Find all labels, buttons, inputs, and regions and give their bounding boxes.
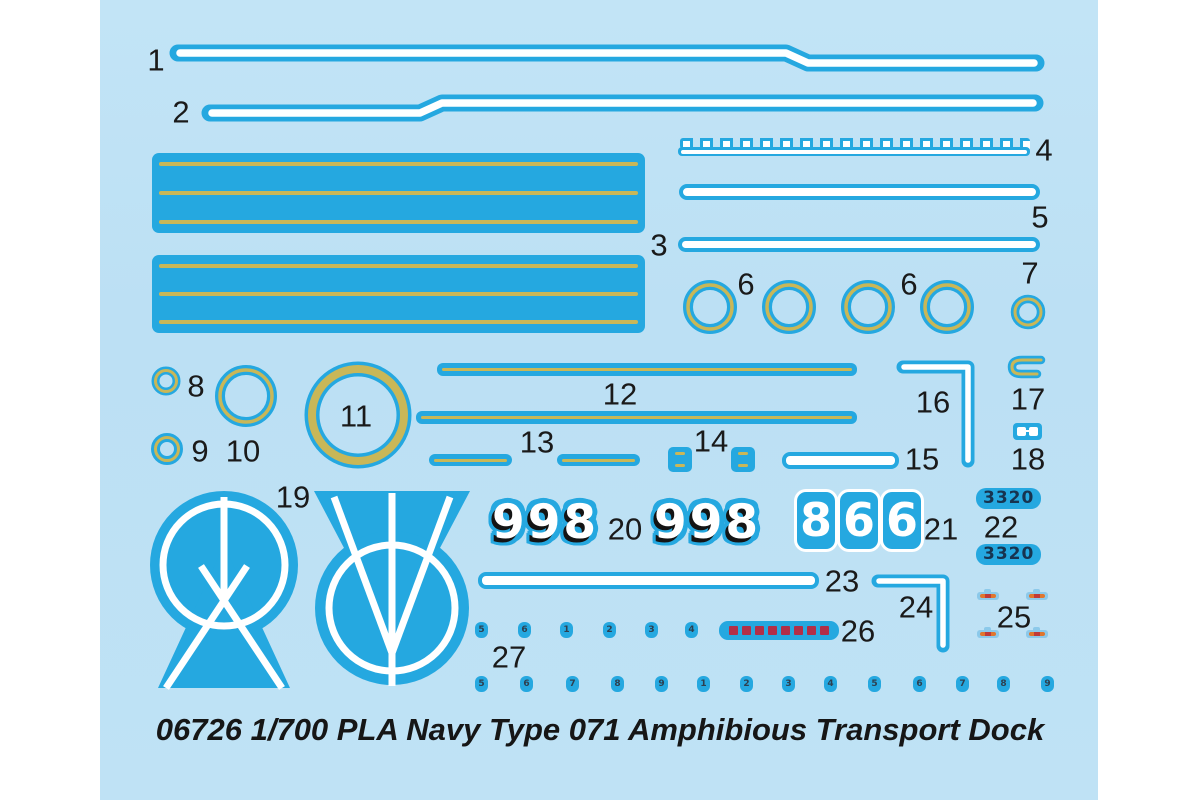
part-label-6a: 6 bbox=[737, 266, 755, 302]
ship-silhouette-decal bbox=[1026, 589, 1048, 600]
ship-silhouette-decal bbox=[977, 627, 999, 638]
part-label-20: 20 bbox=[607, 511, 643, 547]
hull-number-866: 8 6 6 bbox=[797, 492, 921, 549]
decal-bar-5b bbox=[678, 237, 1040, 252]
hull-number-998-right: 998 bbox=[654, 495, 762, 550]
signal-flag-decal: 1 bbox=[697, 676, 710, 692]
part-label-27: 27 bbox=[491, 639, 527, 675]
part-label-26: 26 bbox=[840, 613, 876, 649]
hull-digit: 6 bbox=[840, 492, 878, 549]
sheet-caption: 06726 1/700 PLA Navy Type 071 Amphibious… bbox=[155, 712, 1045, 747]
part-label-21: 21 bbox=[923, 511, 959, 547]
decal-bar-15 bbox=[782, 452, 899, 469]
signal-flag-decal: 1 bbox=[560, 622, 573, 638]
part-label-11: 11 bbox=[339, 398, 373, 434]
decal-square-14b bbox=[731, 447, 755, 472]
part-label-5: 5 bbox=[1031, 199, 1049, 235]
part-label-25: 25 bbox=[996, 599, 1032, 635]
part-label-12: 12 bbox=[602, 376, 638, 412]
part-label-17: 17 bbox=[1010, 381, 1046, 417]
signal-flag-decal: 3 bbox=[782, 676, 795, 692]
signal-flag-decal: 4 bbox=[824, 676, 837, 692]
part-label-1: 1 bbox=[147, 42, 165, 78]
signal-flag-decal: 7 bbox=[566, 676, 579, 692]
signal-flag-decal: 6 bbox=[520, 676, 533, 692]
part-label-8: 8 bbox=[187, 368, 205, 404]
decal-bar-23 bbox=[478, 572, 819, 589]
decal-flag-strip-26 bbox=[719, 621, 839, 640]
hull-number-998-left: 998 bbox=[492, 495, 600, 550]
hull-digit: 8 bbox=[797, 492, 835, 549]
part-label-23: 23 bbox=[824, 563, 860, 599]
signal-flag-decal: 6 bbox=[913, 676, 926, 692]
hull-digit: 6 bbox=[883, 492, 921, 549]
part-label-19: 19 bbox=[275, 479, 311, 515]
part-label-18: 18 bbox=[1010, 441, 1046, 477]
part-label-9: 9 bbox=[191, 433, 209, 469]
signal-flag-decal: 5 bbox=[475, 622, 488, 638]
signal-flag-decal: 2 bbox=[740, 676, 753, 692]
part-label-22: 22 bbox=[983, 509, 1019, 545]
signal-flag-decal: 8 bbox=[611, 676, 624, 692]
pennant-number-bottom: 3320 bbox=[976, 544, 1042, 565]
signal-flag-decal: 5 bbox=[868, 676, 881, 692]
decal-panel-3a bbox=[152, 153, 645, 233]
part-label-24: 24 bbox=[898, 589, 934, 625]
part-label-10: 10 bbox=[225, 433, 261, 469]
ship-silhouette-decal bbox=[977, 589, 999, 600]
part-label-2: 2 bbox=[172, 94, 190, 130]
part-label-3: 3 bbox=[650, 227, 668, 263]
pennant-number-top: 3320 bbox=[976, 488, 1042, 509]
decal-stripe-12a bbox=[437, 363, 857, 376]
decal-bar-13b bbox=[557, 454, 640, 466]
signal-flag-decal: 9 bbox=[655, 676, 668, 692]
part-label-15: 15 bbox=[904, 441, 940, 477]
part-label-7: 7 bbox=[1021, 255, 1039, 291]
signal-flag-decal: 6 bbox=[518, 622, 531, 638]
part-label-6b: 6 bbox=[900, 266, 918, 302]
decal-hatch-18 bbox=[1013, 423, 1042, 440]
decal-castellated-strip-4 bbox=[678, 138, 1030, 156]
decal-square-14a bbox=[668, 447, 692, 472]
signal-flag-decal: 8 bbox=[997, 676, 1010, 692]
signal-flag-decal: 9 bbox=[1041, 676, 1054, 692]
signal-flag-decal: 2 bbox=[603, 622, 616, 638]
ship-silhouette-decal bbox=[1026, 627, 1048, 638]
part-label-14: 14 bbox=[693, 423, 729, 459]
part-label-16: 16 bbox=[915, 384, 951, 420]
decal-bar-13a bbox=[429, 454, 512, 466]
decal-stripe-12b bbox=[416, 411, 857, 424]
signal-flag-decal: 3 bbox=[645, 622, 658, 638]
signal-flag-decal: 7 bbox=[956, 676, 969, 692]
part-label-13: 13 bbox=[519, 424, 555, 460]
signal-flag-decal: 4 bbox=[685, 622, 698, 638]
signal-flag-decal: 5 bbox=[475, 676, 488, 692]
part-label-4: 4 bbox=[1035, 132, 1053, 168]
decal-panel-3b bbox=[152, 255, 645, 333]
decal-bar-5a bbox=[679, 184, 1040, 200]
